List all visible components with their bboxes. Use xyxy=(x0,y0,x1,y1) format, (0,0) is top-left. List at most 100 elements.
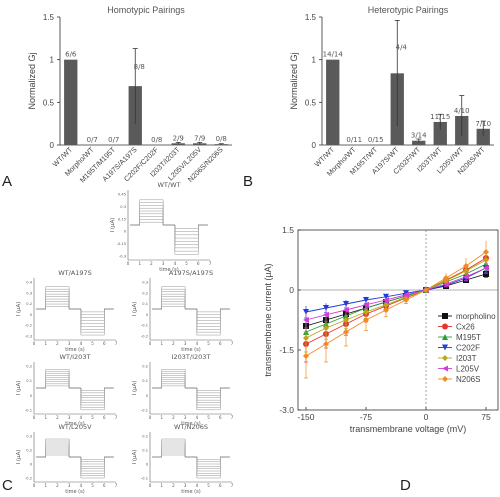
panel-b-bar xyxy=(476,128,490,145)
panel-b-data-label: 0/11 xyxy=(346,136,362,144)
panel-c-trace-2-x-axis-label: time (s) xyxy=(65,347,84,353)
panel-c-trace-2-sweep-line xyxy=(36,303,114,333)
panel-c-trace-1-xtick-label: 6 xyxy=(197,261,200,266)
panel-d-series-l205v-line xyxy=(305,267,487,321)
panel-c-trace-2-y-axis-label: I (µA) xyxy=(16,302,22,317)
panel-c-trace-6-xtick-label: 3 xyxy=(68,483,71,488)
panel-c-trace-3-xtick-label: 1 xyxy=(160,341,163,346)
panel-c-trace-7-xtick-label: 7 xyxy=(231,483,234,488)
panel-c-trace-4-sweep-line xyxy=(36,375,114,398)
panel-b-ytick-label: 1.5 xyxy=(305,13,317,22)
panel-c-trace-5-xtick-label: 2 xyxy=(172,415,175,420)
panel-c-trace-7-x-axis-label: time (s) xyxy=(181,489,200,495)
panel-c-trace-7-xtick-label: 6 xyxy=(219,483,222,488)
panel-d-series-l205v-point xyxy=(303,317,309,323)
panel-d-legend-c202f-marker xyxy=(442,344,448,351)
panel-c-trace-1-sweep-line xyxy=(130,213,208,245)
panel-letter-d: D xyxy=(400,477,411,494)
panel-c-trace-4-sweep-line xyxy=(36,385,114,411)
panel-c-trace-6-sweep-line xyxy=(36,448,114,472)
panel-c-trace-7-ytick-label: -0.1 xyxy=(141,477,148,481)
panel-c-trace-7-xtick-label: 1 xyxy=(160,483,163,488)
panel-c-trace-2-xtick-label: 3 xyxy=(68,341,71,346)
panel-c-trace-1-sweep-line xyxy=(130,210,208,242)
panel-d-xtick-label: -150 xyxy=(297,412,314,422)
panel-c-trace-7-xtick-label: 2 xyxy=(172,483,175,488)
panel-c-trace-4-xtick-label: 5 xyxy=(91,415,94,420)
panel-letter-a: A xyxy=(2,173,12,190)
panel-c-trace-1-ytick-label: -0.15 xyxy=(117,242,126,246)
panel-c-trace-2-ytick-label: 0.4 xyxy=(26,281,32,285)
panel-c-trace-1-x-axis-label: time (s) xyxy=(159,267,178,273)
panel-b-bar xyxy=(412,140,426,145)
panel-d-series-l205v-point xyxy=(403,291,409,298)
panel-c-trace-3-sweep-line xyxy=(152,293,230,321)
panel-b-data-label: 4/4 xyxy=(396,44,408,52)
panel-c-trace-4-xtick-label: 1 xyxy=(44,415,47,420)
panel-c-trace-1-ytick-label: 0.45 xyxy=(118,193,126,197)
panel-d-series-morpholino-point xyxy=(483,271,489,277)
panel-c-trace-1-sweep-line xyxy=(130,221,208,255)
panel-c-trace-3-sweep-line xyxy=(152,288,230,316)
panel-a-ytick-label: 0 xyxy=(50,141,55,150)
panel-c-trace-2-sweep-line xyxy=(36,296,114,324)
panel-c-trace-1-ytick-label: 0.15 xyxy=(118,217,126,221)
panel-c-trace-5-xtick-label: 5 xyxy=(207,415,210,420)
panel-c-trace-4-sweep-line xyxy=(36,371,114,394)
panel-c-trace-4-ytick-label: 0.1 xyxy=(26,379,32,383)
panel-d-legend-c202f-label: C202F xyxy=(456,344,480,353)
panel-c-trace-2-sweep-line xyxy=(36,306,114,336)
panel-c-trace-3-xtick-label: 2 xyxy=(172,341,175,346)
panel-d-plot-frame xyxy=(297,229,499,411)
panel-d-series-l205v-point xyxy=(343,307,349,313)
panel-c-trace-6-xtick-label: 7 xyxy=(115,483,118,488)
panel-c-trace-7-ytick-label: 0 xyxy=(146,463,149,467)
panel-c-trace-7-sweep-line xyxy=(152,454,230,479)
panel-c-trace-4-ytick-label: -0.1 xyxy=(25,409,32,413)
panel-d-series-n206s-point xyxy=(383,307,389,313)
panel-d-xtick-label: 75 xyxy=(481,412,491,422)
panel-b-data-label: 3/14 xyxy=(411,132,427,140)
panel-c-trace-5-sweep-line xyxy=(152,381,230,406)
panel-c-trace-2-xtick-label: 4 xyxy=(80,341,83,346)
panel-d-series-n206s xyxy=(303,240,489,379)
panel-b-bar-chart: Heterotypic Pairings 0 0.5 1 1.5 Normalized G… xyxy=(289,5,494,178)
panel-c-trace-5-xtick-label: 7 xyxy=(231,415,234,420)
panel-d-series-c202f-point xyxy=(363,297,369,303)
panel-c-trace-6-xtick-label: 1 xyxy=(44,483,47,488)
panel-d-series-n206s-point xyxy=(423,287,429,293)
panel-c-trace-3-sweep-line xyxy=(152,301,230,330)
panel-c-trace-1-xtick-label: 1 xyxy=(138,261,141,266)
panel-c-trace-3-y-axis-label: I (µA) xyxy=(132,302,138,317)
panel-d-xtick-label: -75 xyxy=(360,412,373,422)
panel-a-data-label: 0/8 xyxy=(151,136,162,144)
panel-c-trace-1-sweep-line xyxy=(130,219,208,252)
panel-a-data-label: 0/7 xyxy=(108,136,119,144)
panel-a-data-label: 0/8 xyxy=(216,135,227,143)
panel-c-trace-3-ytick-label: 0.1 xyxy=(142,302,148,306)
panel-c-trace-7-xtick-label: 3 xyxy=(184,483,187,488)
panel-c-trace-3-sweep-line xyxy=(152,306,230,336)
panel-d-series-n206s-point xyxy=(443,275,449,281)
panel-c-trace-2-ytick-label: -0.2 xyxy=(25,324,32,328)
panel-c-trace-3-sweep-line xyxy=(152,303,230,333)
panel-c-trace-2-xtick-label: 0 xyxy=(33,341,36,346)
panel-b-data-label: 4/10 xyxy=(454,107,470,115)
panel-c-trace-3-xtick-label: 6 xyxy=(219,341,222,346)
panel-d-ytick-label: -3.0 xyxy=(279,405,294,415)
panel-c-trace-2-sweep-line xyxy=(36,293,114,321)
panel-c-trace-1-ytick-label: 0.3 xyxy=(120,205,126,209)
panel-c-trace-5-ytick-label: 0.2 xyxy=(142,365,148,369)
panel-c-trace-2-xtick-label: 2 xyxy=(56,341,59,346)
panel-c-trace-2-ytick-label: -0.3 xyxy=(25,335,32,339)
panel-c-trace-6-sweep-line xyxy=(36,454,114,479)
panel-b-data-label: 0/15 xyxy=(368,136,384,144)
panel-d-legend-l205v-label: L205V xyxy=(456,365,480,374)
panel-c-trace-5-sweep-line xyxy=(152,385,230,411)
panel-c-trace-7-sweep-line xyxy=(152,446,230,469)
panel-c-trace-6-xtick-label: 2 xyxy=(56,483,59,488)
panel-c-trace-2-sweep-line xyxy=(36,301,114,330)
panel-b-ytick-label: 1 xyxy=(312,56,317,65)
panel-d-legend-morpholino-label: morpholino xyxy=(456,312,496,321)
